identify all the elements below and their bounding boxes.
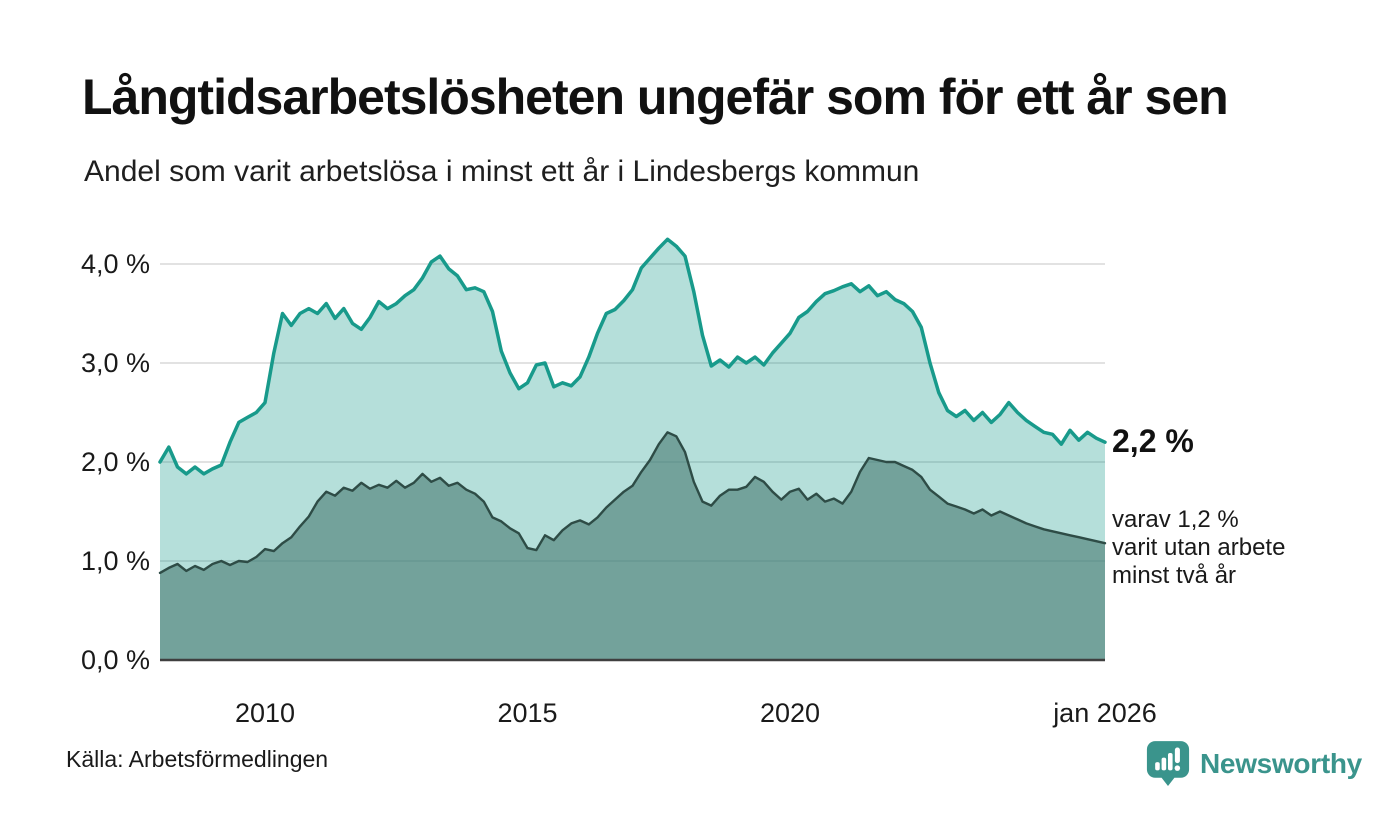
newsworthy-logo: Newsworthy: [1146, 740, 1362, 788]
chart-title: Långtidsarbetslösheten ungefär som för e…: [82, 69, 1229, 125]
chart-subtitle: Andel som varit arbetslösa i minst ett å…: [84, 155, 920, 188]
bar-chart-speech-bubble-icon: [1146, 741, 1190, 786]
y-tick-label: 3,0 %: [80, 348, 150, 378]
x-tick-label: 2015: [497, 698, 558, 728]
series-2yr-line: [158, 431, 1107, 575]
source-note: Källa: Arbetsförmedlingen: [66, 746, 329, 772]
y-tick-label: 0,0 %: [80, 645, 150, 675]
y-tick-label: 1,0 %: [80, 546, 150, 576]
x-tick-label: jan 2026: [1053, 698, 1157, 728]
series-2yr-area: [160, 432, 1105, 660]
y-tick-label: 2,0 %: [80, 447, 150, 477]
secondary-line-1: varav 1,2 %: [1112, 506, 1239, 533]
series-1yr-line: [158, 237, 1107, 476]
value-label-latest: 2,2 %: [1112, 423, 1194, 459]
value-label-secondary: varav 1,2 % varit utan arbete minst två …: [1112, 506, 1285, 590]
y-tick-label: 4,0 %: [80, 249, 150, 279]
x-tick-label: 2020: [759, 698, 821, 728]
secondary-line-3: minst två år: [1112, 562, 1237, 589]
secondary-line-2: varit utan arbete: [1112, 534, 1286, 561]
x-tick-label: 2010: [234, 698, 296, 728]
newsworthy-logo-text: Newsworthy: [1200, 748, 1362, 779]
